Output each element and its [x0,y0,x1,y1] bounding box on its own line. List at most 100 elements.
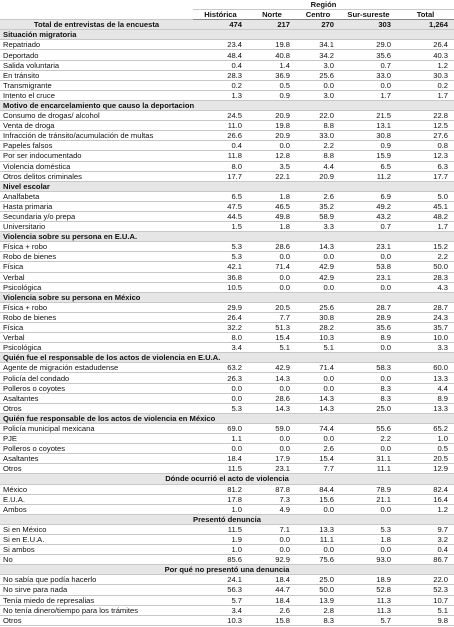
cell-value: 303 [340,19,397,31]
cell-value: 24.3 [397,312,454,324]
cell-value: 0.0 [248,140,296,152]
cell-value: 12.9 [397,463,454,475]
cell-value: 20.9 [248,110,296,122]
corner-cell [0,0,193,21]
row-label: México [0,484,193,495]
data-row: Tenía miedo de represalias 5.7 18.4 13.9 11.… [0,595,454,606]
cell-value: 4.4 [397,383,454,394]
cell-value: 0.7 [340,221,397,233]
cell-value: 8.0 [193,161,248,172]
cell-value: 0.0 [248,544,296,556]
data-row: Otros delitos criminales 17.7 22.1 20.9 11.2… [0,171,454,182]
data-row: Otros 11.5 23.1 7.7 11.1 12.9 [0,463,454,475]
cell-value: 1.2 [397,60,454,71]
cell-value: 49.2 [340,201,397,212]
cell-value: 33.0 [340,70,397,81]
cell-value: 15.6 [296,494,340,505]
section-title: Motivo de encarcelamiento que causo la d… [0,100,454,112]
row-label: Si en E.U.A. [0,534,193,546]
data-row: Física + robo 29.9 20.5 25.6 28.7 28.7 [0,302,454,313]
cell-value: 71.4 [248,261,296,273]
cell-value: 10.7 [397,595,454,606]
cell-value: 0.9 [248,90,296,101]
cell-value: 0.0 [296,504,340,515]
cell-value: 26.3 [193,372,248,384]
cell-value: 0.0 [340,372,397,384]
cell-value: 17.7 [193,171,248,182]
data-row: Asaltantes 0.0 28.6 14.3 8.3 8.9 [0,393,454,404]
cell-value: 50.0 [397,261,454,273]
cell-value: 23.4 [193,39,248,51]
row-label: Venta de droga [0,120,193,132]
column-header: Norte [248,9,296,21]
data-row: Si en México 11.5 7.1 13.3 5.3 9.7 [0,524,454,535]
data-row: Ambos 1.0 4.9 0.0 0.0 1.2 [0,504,454,515]
column-header: Total [397,9,454,21]
data-row: No 85.6 92.9 75.6 93.0 86.7 [0,554,454,566]
row-label: Tenía miedo de represalias [0,595,193,606]
cell-value: 6.9 [340,191,397,202]
cell-value: 8.9 [397,393,454,404]
data-row: Analfabeta 6.5 1.8 2.6 6.9 5.0 [0,191,454,202]
cell-value: 1.9 [193,534,248,546]
cell-value: 10.3 [193,615,248,626]
cell-value: 22.1 [248,171,296,182]
row-label: Consumo de drogas/ alcohol [0,110,193,122]
cell-value: 84.4 [296,484,340,495]
row-label: Física [0,322,193,334]
cell-value: 3.2 [397,534,454,546]
data-row: Infracción de tránsito/acumulación de mu… [0,130,454,142]
cell-value: 74.4 [296,423,340,435]
cell-value: 0.4 [193,60,248,71]
data-row: Deportado 48.4 40.8 34.2 35.6 40.3 [0,49,454,61]
cell-value: 42.9 [248,362,296,374]
cell-value: 16.4 [397,494,454,505]
cell-value: 1.1 [193,433,248,445]
cell-value: 7.7 [296,463,340,475]
cell-value: 0.0 [296,372,340,384]
cell-value: 22.0 [296,110,340,122]
section-row: Dónde ocurrió el acto de violencia [0,473,454,485]
section-row: Quién fue responsable de los actos de vi… [0,413,454,424]
column-header: Centro [296,9,340,21]
cell-value: 0.7 [340,60,397,71]
data-row: Hasta primaria 47.5 46.5 35.2 49.2 45.1 [0,201,454,212]
cell-value: 17.8 [193,494,248,505]
cell-value: 474 [193,19,248,31]
row-label: Polleros o coyotes [0,443,193,455]
row-label: En tránsito [0,70,193,81]
cell-value: 27.6 [397,130,454,142]
row-label: Transmigrante [0,80,193,91]
section-title: Nivel escolar [0,181,454,192]
cell-value: 7.7 [248,312,296,324]
data-row: Psicológica 10.5 0.0 0.0 0.0 4.3 [0,282,454,293]
cell-value: 13.3 [397,403,454,414]
table-body: Total de entrevistas de la encuesta 474 21… [0,19,454,626]
cell-value: 1.8 [248,191,296,202]
cell-value: 0.0 [193,393,248,404]
cell-value: 20.5 [397,453,454,465]
row-label: Si ambos [0,544,193,556]
cell-value: 11.3 [340,595,397,606]
cell-value: 5.3 [193,403,248,414]
cell-value: 87.8 [248,484,296,495]
row-label: Si en México [0,524,193,535]
section-title: Situación migratoria [0,29,454,41]
row-label: Total de entrevistas de la encuesta [0,19,193,31]
cell-value: 28.2 [296,322,340,334]
cell-value: 52.3 [397,584,454,596]
cell-value: 28.6 [248,241,296,253]
row-label: Robo de bienes [0,312,193,324]
data-row: No sabía que podía hacerlo 24.1 18.4 25.0 18… [0,574,454,586]
row-label: E.U.A. [0,494,193,505]
cell-value: 28.6 [248,393,296,404]
cell-value: 48.2 [397,211,454,223]
data-row: Otros 5.3 14.3 14.3 25.0 13.3 [0,403,454,414]
cell-value: 2.2 [397,251,454,263]
cell-value: 0.0 [296,544,340,556]
cell-value: 45.1 [397,201,454,212]
cell-value: 0.2 [397,80,454,91]
cell-value: 0.0 [193,443,248,455]
